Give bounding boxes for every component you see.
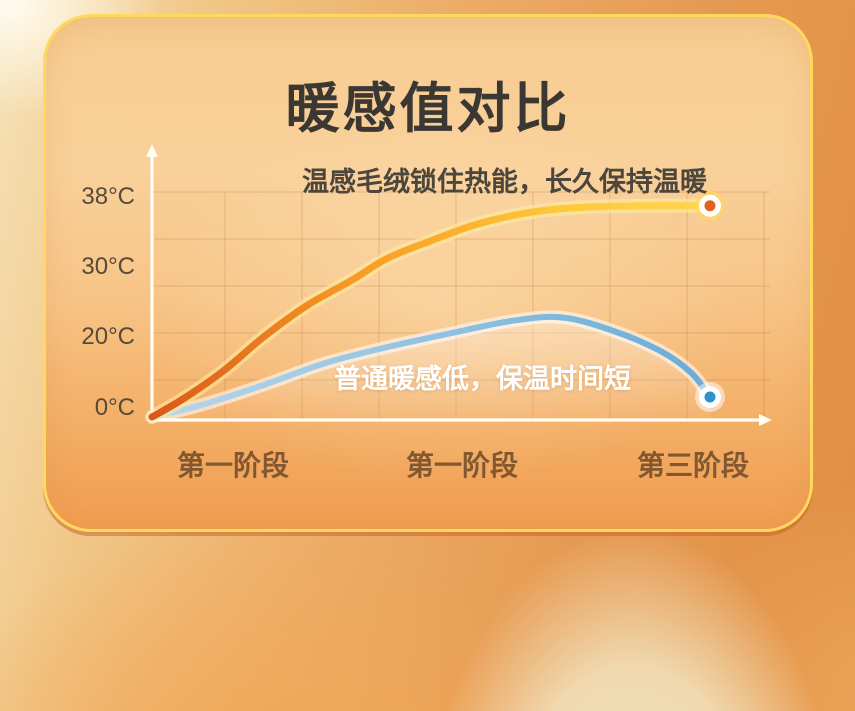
chart-title: 暖感值对比 [285, 79, 571, 139]
y-axis-tick-30: 30°C [81, 253, 135, 280]
x-axis-stage-label-2: 第一阶段 [405, 450, 519, 481]
y-axis-tick-0: 0°C [94, 394, 135, 421]
y-axis-tick-20: 20°C [81, 323, 135, 350]
y-axis-tick-38: 38°C [81, 183, 135, 210]
x-axis-stage-label-3: 第三阶段 [636, 450, 750, 481]
x-axis-stage-label-1: 第一阶段 [176, 450, 290, 481]
warm-series-annotation: 温感毛绒锁住热能，长久保持温暖 [302, 167, 707, 197]
normal-series-annotation: 普通暖感低，保温时间短 [334, 364, 631, 394]
